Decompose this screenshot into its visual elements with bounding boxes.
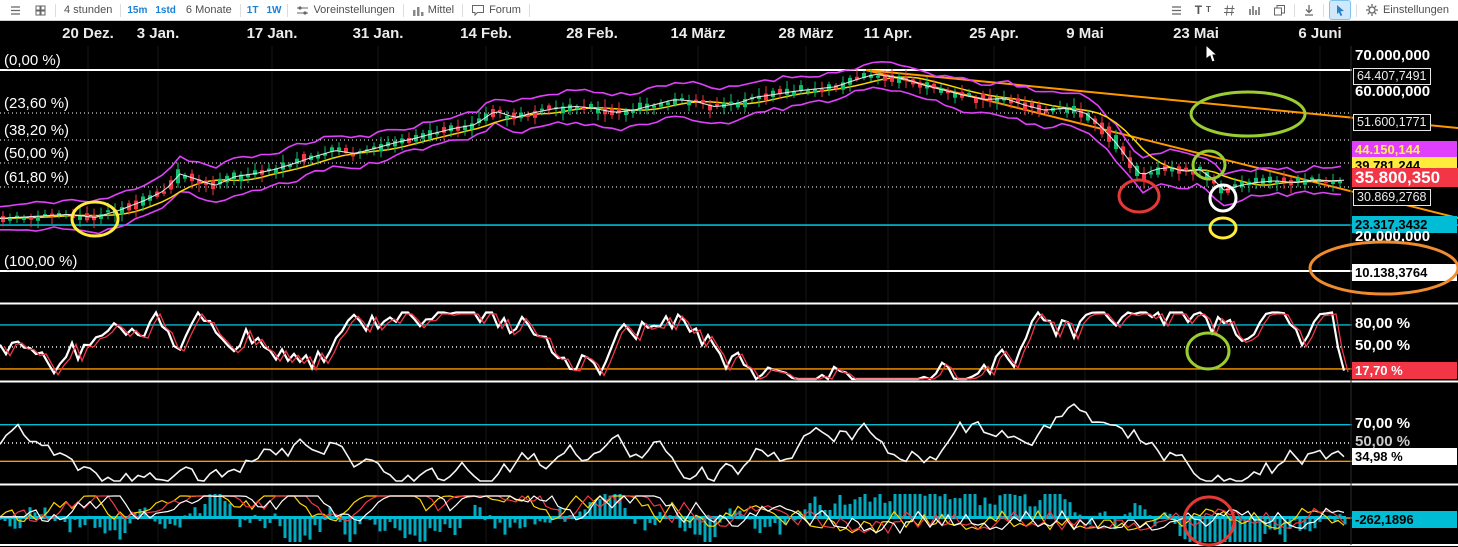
price-label: 64.407,7491 xyxy=(1353,68,1431,85)
divider xyxy=(1293,3,1295,17)
top-toolbar: 4 stunden 15m 1std 6 Monate 1T 1W Vorein… xyxy=(0,0,1458,21)
bar-chart-icon xyxy=(412,5,424,16)
fib-label: (0,00 %) xyxy=(4,52,61,69)
interval-button[interactable]: 4 stunden xyxy=(64,4,113,16)
speech-bubble-icon xyxy=(471,4,485,16)
divider xyxy=(1355,3,1357,17)
cursor-tool-button[interactable] xyxy=(1328,0,1351,20)
grid-settings-button[interactable] xyxy=(1217,0,1242,20)
divider xyxy=(120,3,122,17)
columns-button[interactable] xyxy=(1242,0,1267,20)
time-label: 28 Feb. xyxy=(566,25,618,42)
range-1t-button[interactable]: 1T xyxy=(246,4,259,16)
gear-icon xyxy=(1365,3,1379,17)
list-icon xyxy=(9,4,22,17)
settings-button[interactable]: Einstellungen xyxy=(1359,0,1455,20)
divider xyxy=(239,3,241,17)
time-label: 31 Jan. xyxy=(352,25,404,42)
range-1w-button[interactable]: 1W xyxy=(266,4,282,16)
multi-window-button[interactable] xyxy=(1267,0,1292,20)
price-label: 10.138,3764 xyxy=(1352,264,1457,281)
divider xyxy=(402,3,404,17)
mouse-cursor xyxy=(1205,44,1219,63)
time-label: 20 Dez. xyxy=(62,25,114,42)
list-icon xyxy=(1170,4,1183,17)
time-label: 3 Jan. xyxy=(136,25,180,42)
time-label: 14 März xyxy=(670,25,726,42)
divider xyxy=(1322,3,1324,17)
osc1-label: 17,70 % xyxy=(1352,362,1457,379)
hash-grid-icon xyxy=(1223,4,1236,17)
divider xyxy=(462,3,464,17)
windows-icon xyxy=(1273,4,1286,17)
price-label: 51.600,1771 xyxy=(1353,114,1431,131)
time-label: 17 Jan. xyxy=(246,25,298,42)
price-axis[interactable]: 70.000,000 64.407,7491 60.000,000 51.600,17… xyxy=(1352,0,1458,547)
time-label: 9 Mai xyxy=(1066,25,1104,42)
divider xyxy=(287,3,289,17)
price-label: 70.000,000 xyxy=(1355,47,1431,64)
object-tree-button[interactable] xyxy=(1164,0,1189,20)
divider xyxy=(55,3,56,17)
forum-label: Forum xyxy=(489,4,521,16)
layout-button[interactable] xyxy=(28,0,53,20)
columns-icon xyxy=(1248,4,1261,17)
settings-label: Einstellungen xyxy=(1382,4,1449,16)
macd-label: -262,1896 xyxy=(1352,511,1457,528)
watchlist-button[interactable] xyxy=(3,0,28,20)
price-label: 30.869,2768 xyxy=(1353,189,1431,206)
osc1-label: 80,00 % xyxy=(1355,315,1411,332)
download-icon xyxy=(1303,4,1315,17)
price-label: 44.150,144 xyxy=(1352,141,1457,158)
time-label: 14 Feb. xyxy=(460,25,512,42)
time-axis[interactable]: 20 Dez. 3 Jan. 17 Jan. 31 Jan. 14 Feb. 28 Feb… xyxy=(0,22,1352,46)
osc1-label: 50,00 % xyxy=(1355,337,1411,354)
time-label: 23 Mai xyxy=(1173,25,1219,42)
price-label: 20.000,000 xyxy=(1355,228,1431,245)
average-button[interactable]: Mittel xyxy=(406,0,460,20)
price-label: 60.000,000 xyxy=(1355,83,1431,100)
osc2-label: 50,00 % xyxy=(1355,433,1411,450)
cursor-icon xyxy=(1334,4,1346,17)
time-label: 28 März xyxy=(778,25,834,42)
osc2-label: 70,00 % xyxy=(1355,415,1411,432)
range-button[interactable]: 6 Monate xyxy=(185,4,232,16)
forum-button[interactable]: Forum xyxy=(465,0,527,20)
time-label: 25 Apr. xyxy=(969,25,1019,42)
text-size-icon: T xyxy=(1194,3,1203,17)
download-button[interactable] xyxy=(1297,0,1321,20)
interval-1std-button[interactable]: 1std xyxy=(155,4,176,16)
fib-label: (100,00 %) xyxy=(4,253,78,270)
price-label: 35.800,350 xyxy=(1352,168,1458,187)
grid-icon xyxy=(34,4,47,17)
average-label: Mittel xyxy=(427,4,455,16)
presets-button[interactable]: Voreinstellungen xyxy=(290,0,400,20)
sliders-icon xyxy=(296,5,309,16)
fib-label: (61,80 %) xyxy=(4,169,70,186)
fib-label: (38,20 %) xyxy=(4,122,70,139)
divider xyxy=(528,3,530,17)
interval-15m-button[interactable]: 15m xyxy=(127,4,148,16)
time-label: 6 Juni xyxy=(1298,25,1342,42)
presets-label: Voreinstellungen xyxy=(313,4,395,16)
osc2-label: 34,98 % xyxy=(1352,448,1457,465)
time-label: 11 Apr. xyxy=(863,25,913,42)
fib-label: (23,60 %) xyxy=(4,95,70,112)
price-label: 23.317,3432 xyxy=(1352,216,1457,233)
fib-label: (50,00 %) xyxy=(4,145,70,162)
